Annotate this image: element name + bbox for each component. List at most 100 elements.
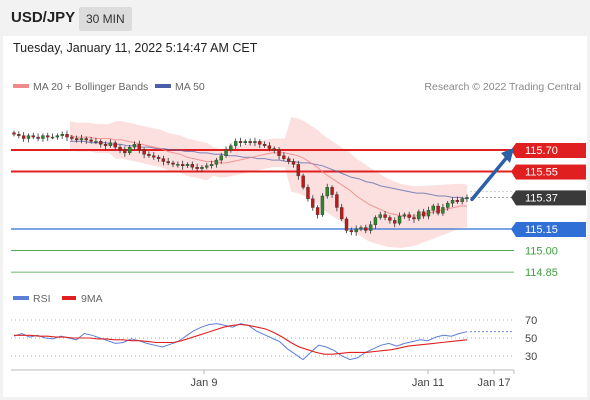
candle-body [393, 220, 397, 224]
candle-body [450, 200, 455, 204]
timeframe-badge[interactable]: 30 MIN [79, 7, 132, 31]
candle-body [152, 155, 156, 158]
candle-body [344, 218, 349, 231]
target-label: 114.85 [525, 267, 558, 279]
forecast-arrow-head [501, 148, 514, 163]
candle-body [147, 154, 151, 156]
forecast-arrow [470, 148, 514, 202]
candle-body [41, 135, 45, 139]
candle-body [205, 165, 209, 168]
candle-body [306, 187, 310, 200]
candle-body [320, 195, 325, 215]
candle-body [171, 162, 175, 165]
candle-body [108, 142, 113, 146]
candle-body [388, 217, 392, 221]
forecast-arrow-shaft [470, 154, 510, 202]
candle-body [161, 158, 166, 162]
candle-body [455, 200, 460, 202]
candle-body [368, 224, 373, 231]
rsi-line [13, 323, 468, 361]
candle-body [340, 207, 344, 220]
candle-body [156, 156, 161, 159]
candle-body [195, 167, 199, 169]
rsi-legend-swatch [13, 296, 29, 300]
candle-body [36, 136, 40, 139]
current-price-tag-pointer [511, 190, 516, 206]
candle-body [238, 141, 243, 144]
candle-body [315, 207, 320, 215]
ma20-legend-swatch [13, 84, 29, 88]
candle-body [79, 138, 84, 141]
candle-body [132, 144, 137, 148]
resistance-tag [516, 143, 586, 158]
candle-body [46, 135, 50, 138]
candle-body [60, 133, 64, 136]
ma50-series [70, 140, 468, 200]
ma9-legend-swatch [62, 296, 76, 300]
candle-body [31, 135, 35, 138]
ma20-series [69, 135, 467, 217]
candle-body [349, 230, 354, 233]
candle-body [113, 142, 117, 148]
rsi-tick-label: 70 [525, 315, 537, 327]
candle-body [50, 136, 55, 139]
candle-body [12, 132, 16, 135]
candle-body [137, 144, 141, 151]
candle-body [335, 194, 339, 208]
candle-body [89, 139, 93, 142]
candle-body [123, 149, 127, 154]
support-tag-pointer [511, 222, 516, 237]
candle-body [417, 211, 421, 220]
support-tag [516, 222, 586, 237]
candle-body [118, 146, 122, 151]
candle-body [224, 149, 228, 156]
candle-body [397, 215, 402, 224]
x-axis: Jan 9 Jan 11 Jan 17 [191, 370, 511, 389]
candle-body [74, 138, 79, 141]
resistance-tag-pointer [511, 143, 516, 158]
candle-body [402, 214, 407, 217]
candle-body [431, 205, 435, 211]
candle-body [103, 144, 108, 146]
candle-body [291, 161, 296, 165]
candle-body [214, 159, 219, 165]
candle-body [286, 158, 291, 162]
candle-body [446, 202, 450, 208]
candle-body [55, 135, 60, 138]
support-label: 115.15 [525, 224, 558, 236]
credit-label: Research © 2022 Trading Central [424, 81, 581, 93]
candle-body [330, 187, 334, 195]
bollinger-bands [70, 117, 467, 248]
ma50-legend-label: MA 50 [175, 81, 205, 93]
candle-body [277, 149, 281, 156]
candle-body [267, 145, 272, 149]
resistance-tag-pointer [511, 164, 516, 180]
candle-body [465, 197, 469, 200]
rsi-tick-label: 50 [525, 333, 537, 345]
candle-body [436, 205, 440, 214]
candle-body [253, 141, 257, 144]
ma20-line [69, 135, 467, 217]
candle-body [364, 227, 368, 231]
resistance-label: 115.55 [525, 167, 558, 179]
target-label: 115.00 [525, 246, 558, 258]
x-tick-label: Jan 17 [477, 377, 510, 389]
candle-body [166, 161, 170, 164]
candle-body [200, 167, 204, 169]
candle-body [127, 146, 132, 154]
candle-body [354, 228, 358, 233]
candle-body [248, 141, 252, 144]
candle-body [180, 164, 185, 166]
candle-body [262, 144, 267, 146]
candle-body [142, 149, 146, 155]
candle-body [258, 141, 262, 145]
rsi-ma9-line [14, 323, 468, 355]
candle-body [378, 214, 382, 218]
candle-body [243, 141, 248, 144]
candle-body [65, 133, 69, 138]
candle-body [99, 141, 103, 145]
candle-body [412, 217, 416, 220]
level-lines [11, 149, 514, 273]
candle-body [272, 148, 276, 151]
candle-body [325, 187, 329, 197]
